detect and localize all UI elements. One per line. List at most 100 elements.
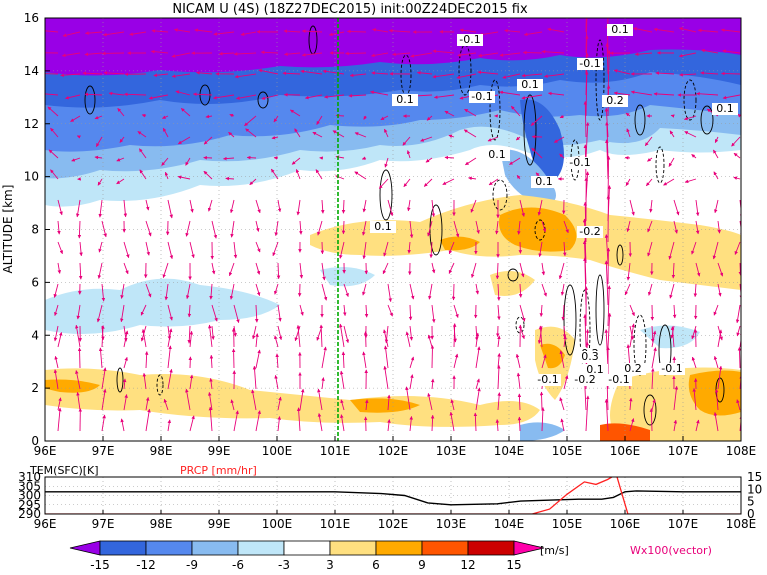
wind-vector [539, 391, 544, 411]
wind-vector [497, 392, 501, 411]
wind-vector [408, 304, 413, 321]
wind-vector [123, 394, 128, 411]
wind-vector [384, 128, 389, 138]
wind-vector [54, 304, 59, 316]
wind-vector [60, 73, 81, 78]
wind-vector [189, 330, 194, 348]
wind-vector [145, 220, 152, 237]
wind-vector [54, 355, 59, 369]
wind-vector [229, 113, 235, 118]
wind-vector [650, 325, 655, 343]
wind-vector [559, 350, 565, 369]
wind-vector [103, 71, 125, 75]
contour-label-bg [484, 149, 510, 161]
x-tick-label: 108E [726, 444, 757, 458]
wind-vector [164, 171, 169, 180]
wind-vector [691, 241, 697, 255]
wind-vector [649, 408, 654, 432]
wind-vector [362, 351, 367, 369]
wind-vector [277, 199, 282, 213]
wind-vector [171, 73, 191, 78]
shade-bl-plus6 [45, 379, 100, 393]
wind-vector [362, 199, 367, 213]
wind-vector [255, 262, 261, 275]
contour-label-bg [535, 374, 561, 386]
wind-vector [274, 220, 279, 236]
y-axis-label: ALTITUDE [km] [1, 185, 15, 274]
y-tick-label: 0 [31, 434, 39, 448]
wind-vector [189, 374, 194, 390]
wind-vector [272, 241, 279, 257]
wind-vector [225, 176, 235, 181]
wind-vector [613, 69, 631, 75]
contour-label: -0.2 [574, 373, 595, 386]
wind-vector [499, 52, 521, 57]
wind-vector [364, 399, 369, 411]
wind-vector [519, 304, 526, 322]
contour-label: 0.1 [535, 175, 553, 188]
wind-vector [76, 391, 81, 411]
wind-vector [61, 52, 81, 58]
wind-vector [409, 416, 413, 432]
wind-vector [354, 132, 367, 138]
wind-vector [409, 356, 415, 369]
prcp-line [45, 477, 741, 514]
wind-vector [428, 283, 433, 300]
wind-vector [229, 199, 235, 214]
contour-label: -0.1 [579, 57, 600, 70]
wind-vector [180, 108, 191, 117]
wind-vector [684, 131, 697, 138]
wind-vector [409, 325, 414, 341]
wind-vector [713, 412, 719, 432]
wind-vector [123, 199, 128, 218]
wind-vector [585, 70, 589, 117]
wind-vector [230, 220, 235, 238]
colorbar-cell [145, 540, 193, 556]
wind-vector [653, 92, 675, 96]
wind-vector [205, 114, 213, 119]
wind-vector [714, 199, 719, 214]
wind-vector [123, 241, 130, 259]
wind-vector [649, 199, 653, 213]
wind-vector [384, 157, 389, 168]
sub-right-tick-label: 15 [747, 470, 762, 484]
contour [595, 274, 605, 346]
contour [655, 146, 665, 184]
wind-vector [517, 220, 521, 235]
colorbar-unit: [m/s] [540, 544, 569, 557]
wind-vector [255, 333, 259, 348]
wind-vector [548, 91, 565, 96]
wind-vector [57, 199, 63, 216]
wind-vector [670, 326, 675, 348]
wind-vector [139, 169, 147, 180]
wind-vector [634, 52, 653, 56]
wind-vector [714, 388, 719, 411]
contour-label-bg [712, 103, 738, 115]
wind-vector [583, 100, 588, 138]
wind-vector [733, 152, 741, 159]
wind-vector [417, 71, 433, 75]
shade-east-plus6 [688, 370, 741, 416]
wind-vector [629, 325, 634, 340]
wind-vector [71, 157, 81, 162]
wind-vector [722, 94, 741, 100]
wind-vector [626, 262, 631, 281]
y-tick-label: 4 [31, 328, 39, 342]
wind-vector [691, 153, 697, 159]
wind-vector [101, 283, 106, 302]
wind-vector [403, 178, 411, 187]
wind-vector [516, 372, 521, 390]
wind-vector [45, 30, 59, 33]
wind-vector [234, 73, 257, 79]
wind-vector [426, 115, 433, 121]
wind-vector [647, 241, 653, 257]
wind-vector [585, 18, 587, 33]
wind-vector [691, 356, 697, 369]
sub-x-tick-label: 105E [552, 517, 583, 531]
wind-vector [254, 304, 259, 323]
wind-vector [317, 413, 323, 432]
contour [683, 79, 697, 121]
wind-vector [301, 52, 323, 57]
wind-vector [430, 378, 435, 390]
wind-vector [700, 71, 719, 75]
